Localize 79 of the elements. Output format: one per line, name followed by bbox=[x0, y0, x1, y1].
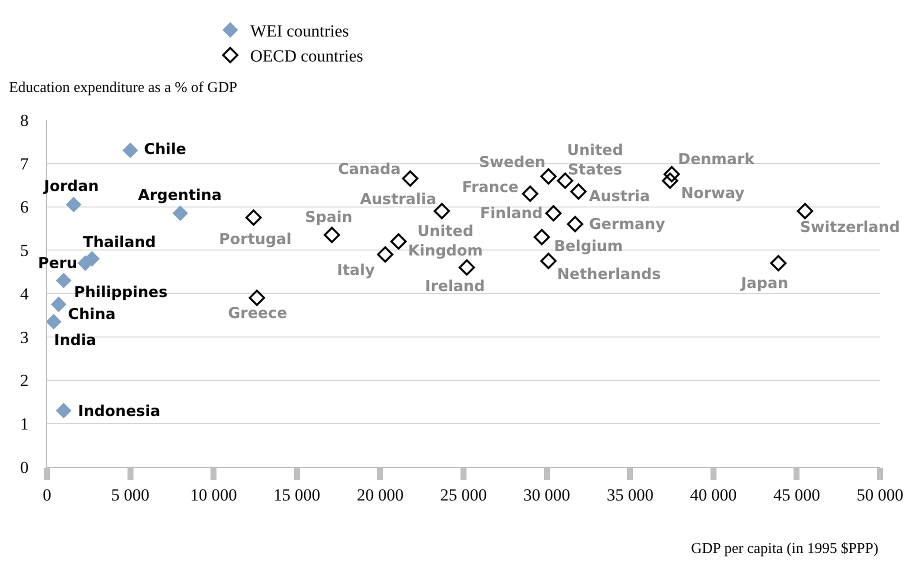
annotation: Spain bbox=[305, 208, 352, 226]
x-tick-label: 0 bbox=[42, 485, 52, 504]
point bbox=[434, 202, 450, 220]
annotation: Sweden bbox=[479, 153, 546, 171]
annotation: Switzerland bbox=[800, 218, 900, 236]
annotation: Thailand bbox=[83, 233, 156, 251]
point bbox=[545, 205, 562, 222]
annotation: Canada bbox=[338, 160, 401, 178]
x-tick-label: 35 000 bbox=[606, 485, 654, 504]
y-tick-label: 4 bbox=[20, 284, 30, 304]
point bbox=[172, 205, 188, 222]
annotation: United States bbox=[567, 141, 624, 178]
point bbox=[540, 252, 557, 270]
point bbox=[324, 226, 340, 244]
annotation: United Kingdom bbox=[408, 222, 483, 260]
x-tick-label: 50 000 bbox=[856, 485, 904, 504]
y-tick-label: 1 bbox=[20, 414, 29, 434]
y-tick-label: 0 bbox=[20, 458, 29, 477]
point bbox=[458, 259, 475, 276]
x-tick-label: 15 000 bbox=[274, 485, 320, 504]
point bbox=[390, 233, 407, 250]
annotation: Argentina bbox=[138, 186, 222, 204]
annotation: Chile bbox=[144, 140, 186, 158]
y-tick-label: 6 bbox=[20, 198, 29, 217]
annotation: Philippines bbox=[74, 283, 168, 301]
annotation: Finland bbox=[480, 204, 543, 222]
x-tick-label: 45 000 bbox=[773, 485, 820, 504]
point bbox=[56, 272, 72, 288]
x-tick-label: 30 000 bbox=[523, 485, 570, 504]
point bbox=[540, 168, 557, 185]
x-tick-label: 5 000 bbox=[111, 485, 150, 504]
annotation: Japan bbox=[740, 274, 788, 292]
legend-label: WEI countries bbox=[250, 22, 349, 41]
point bbox=[122, 142, 138, 158]
point bbox=[664, 166, 680, 182]
annotation: Australia bbox=[360, 190, 436, 208]
x-tick-label: 40 000 bbox=[690, 485, 737, 504]
annotation: Ireland bbox=[425, 277, 485, 295]
annotation: Greece bbox=[228, 304, 288, 322]
annotation: Norway bbox=[681, 184, 745, 202]
annotation: Indonesia bbox=[78, 402, 160, 420]
point bbox=[56, 402, 72, 418]
y-tick-label: 5 bbox=[20, 241, 29, 260]
y-tick-label: 7 bbox=[20, 154, 30, 174]
annotation: Austria bbox=[589, 187, 650, 205]
annotation: Portugal bbox=[219, 230, 292, 248]
x-tick-label: 25 000 bbox=[440, 485, 487, 504]
point bbox=[377, 246, 394, 263]
annotation: France bbox=[462, 178, 519, 196]
y-tick-label: 3 bbox=[20, 328, 29, 347]
y-tick-label: 8 bbox=[20, 110, 29, 130]
point bbox=[66, 196, 82, 212]
point bbox=[662, 172, 678, 189]
point bbox=[796, 202, 814, 220]
x-axis-title: GDP per capita (in 1995 $PPP) bbox=[691, 541, 878, 557]
point bbox=[566, 216, 584, 232]
annotation: China bbox=[68, 305, 116, 323]
point bbox=[50, 296, 66, 312]
point bbox=[245, 209, 262, 226]
x-tick-label: 10 000 bbox=[190, 485, 237, 504]
annotation: Germany bbox=[589, 215, 666, 233]
annotation: Peru bbox=[38, 254, 78, 272]
point bbox=[770, 254, 787, 272]
y-tick-label: 2 bbox=[20, 371, 29, 390]
point bbox=[522, 186, 538, 202]
annotation: Netherlands bbox=[557, 265, 661, 283]
point bbox=[534, 228, 550, 246]
annotation: Italy bbox=[337, 261, 376, 279]
y-axis-title: Education expenditure as a % of GDP bbox=[9, 80, 238, 96]
point bbox=[248, 290, 266, 306]
x-tick-label: 20 000 bbox=[356, 485, 404, 504]
annotation: Belgium bbox=[554, 237, 623, 255]
point bbox=[402, 170, 418, 187]
point bbox=[570, 183, 587, 200]
annotation: India bbox=[54, 331, 96, 349]
point bbox=[46, 314, 62, 330]
annotation: Jordan bbox=[43, 177, 99, 195]
legend-label: OECD countries bbox=[250, 46, 364, 66]
annotation: Denmark bbox=[678, 150, 756, 168]
